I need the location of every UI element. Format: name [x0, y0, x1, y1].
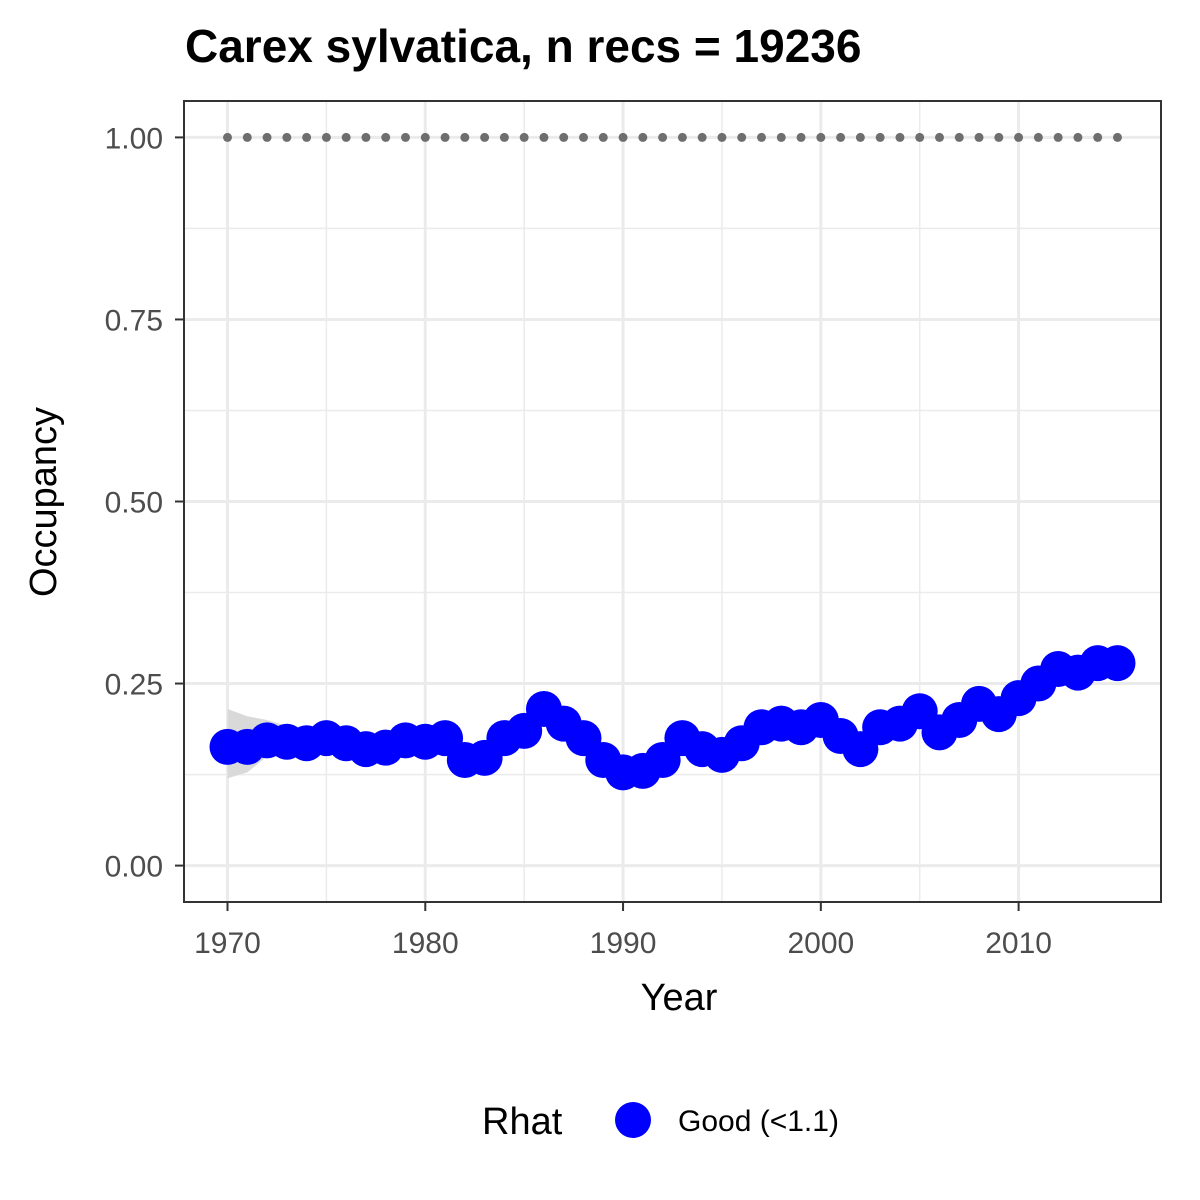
x-axis-title: Year [641, 977, 718, 1019]
legend-title: Rhat [482, 1101, 563, 1143]
x-tick-label: 2000 [787, 927, 854, 960]
reference-dot [895, 132, 905, 142]
reference-dot [361, 132, 371, 142]
y-axis-title: Occupancy [23, 407, 65, 597]
reference-dot [737, 132, 747, 142]
reference-dot [776, 132, 786, 142]
x-axis: 1970 1980 1990 2000 2010 [194, 902, 1052, 960]
reference-dot [598, 132, 608, 142]
y-tick-label: 0.75 [105, 304, 163, 337]
x-tick-label: 1990 [590, 927, 657, 960]
reference-dot [717, 132, 727, 142]
reference-dot [223, 132, 233, 142]
y-axis: 0.00 0.25 0.50 0.75 1.00 [105, 122, 184, 884]
legend-key-good [615, 1102, 651, 1138]
reference-dot [1093, 132, 1103, 142]
x-tick-label: 1970 [194, 927, 261, 960]
reference-dot [697, 132, 707, 142]
reference-dot [282, 132, 292, 142]
reference-dot [836, 132, 846, 142]
reference-dot [934, 132, 944, 142]
legend: Rhat Good (<1.1) [482, 1101, 839, 1143]
reference-dot [539, 132, 549, 142]
reference-dot [579, 132, 589, 142]
reference-dot [460, 132, 470, 142]
reference-dot [816, 132, 826, 142]
reference-dot [559, 132, 569, 142]
reference-dot [440, 132, 450, 142]
reference-dot [381, 132, 391, 142]
y-tick-label: 1.00 [105, 122, 163, 155]
y-tick-label: 0.00 [105, 851, 163, 884]
reference-dot [420, 132, 430, 142]
data-point [1099, 645, 1136, 682]
reference-dot [756, 132, 766, 142]
reference-dot [480, 132, 490, 142]
reference-dot [321, 132, 331, 142]
reference-dot [1014, 132, 1024, 142]
reference-dot [974, 132, 984, 142]
reference-dot [658, 132, 668, 142]
reference-dot [875, 132, 885, 142]
reference-dot [618, 132, 628, 142]
reference-dot [242, 132, 252, 142]
occupancy-points [209, 645, 1136, 791]
reference-dot [994, 132, 1004, 142]
reference-dot [1112, 132, 1122, 142]
reference-dot [302, 132, 312, 142]
x-tick-label: 1980 [392, 927, 459, 960]
reference-dot [1073, 132, 1083, 142]
reference-dot [796, 132, 806, 142]
reference-dot [638, 132, 648, 142]
x-tick-label: 2010 [985, 927, 1052, 960]
y-tick-label: 0.25 [105, 669, 163, 702]
reference-dot [262, 132, 272, 142]
reference-line [223, 132, 1122, 142]
reference-dot [519, 132, 529, 142]
reference-dot [954, 132, 964, 142]
reference-dot [677, 132, 687, 142]
reference-dot [401, 132, 411, 142]
reference-dot [1053, 132, 1063, 142]
reference-dot [341, 132, 351, 142]
reference-dot [855, 132, 865, 142]
chart-title: Carex sylvatica, n recs = 19236 [185, 20, 861, 72]
reference-dot [1033, 132, 1043, 142]
reference-dot [915, 132, 925, 142]
reference-dot [499, 132, 509, 142]
legend-label-good: Good (<1.1) [678, 1105, 839, 1138]
y-tick-label: 0.50 [105, 487, 163, 520]
